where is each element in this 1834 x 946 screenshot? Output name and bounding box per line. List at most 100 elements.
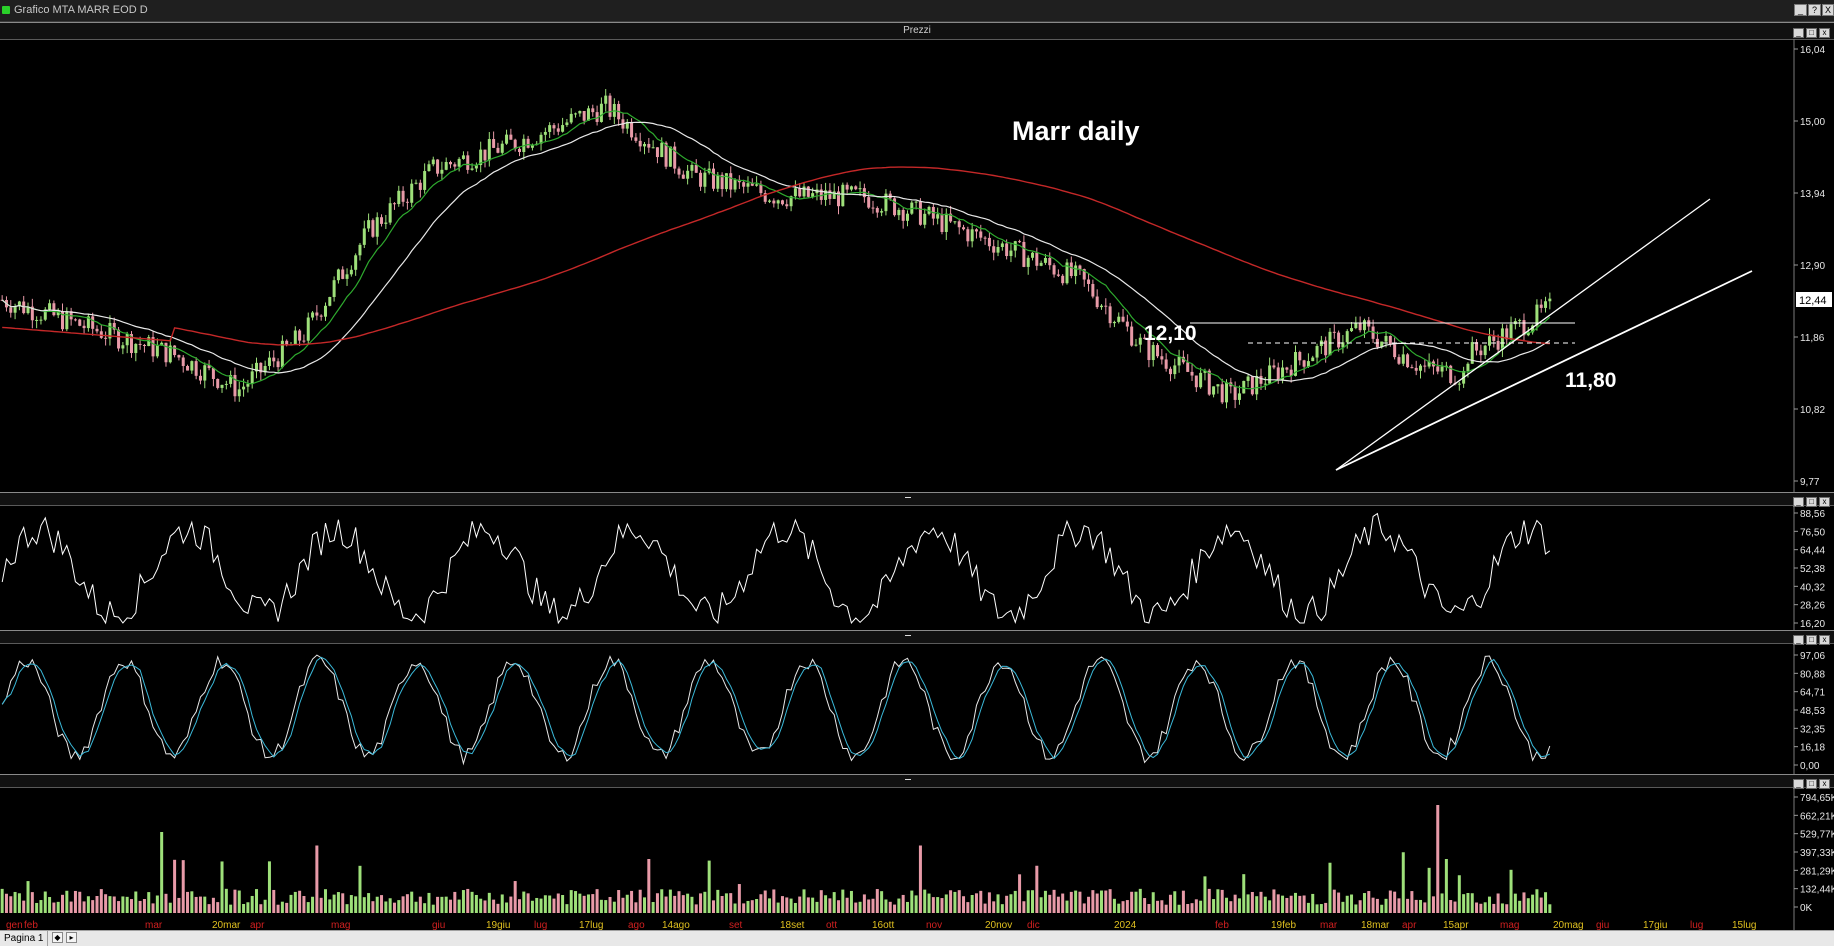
y-tick-label: 662,21K	[1800, 811, 1834, 822]
volume-bar	[1177, 904, 1181, 913]
close-button[interactable]: X	[1822, 4, 1834, 16]
volume-bar	[1207, 888, 1211, 913]
x-axis-label: 19feb	[1271, 920, 1296, 931]
price-pane: Prezzi _ □ x 16,04 15,00 13,94 12,90 11,86 10,8…	[0, 22, 1834, 493]
candle-body	[539, 134, 543, 144]
pane-close-button[interactable]: x	[1819, 635, 1830, 645]
volume-bar	[703, 891, 707, 913]
volume-bar	[82, 901, 86, 913]
volume-bar	[332, 894, 336, 913]
pane-title: Prezzi	[903, 25, 931, 36]
volume-bar	[1414, 899, 1418, 913]
rsi-line	[1, 512, 1551, 625]
volume-bar	[1112, 898, 1116, 913]
candle-body	[250, 371, 254, 385]
x-axis-label: feb	[24, 920, 38, 931]
volume-bar	[1069, 891, 1073, 913]
pane-maximize-button[interactable]: □	[1806, 497, 1817, 507]
volume-bar	[242, 903, 246, 913]
pane-close-button[interactable]: x	[1819, 779, 1830, 789]
candle-body	[95, 328, 99, 332]
pane-minimize-button[interactable]: _	[1793, 28, 1804, 38]
x-axis-label: 15lug	[1732, 920, 1756, 931]
volume-bar	[492, 899, 496, 913]
candle-body	[138, 343, 142, 345]
candle-body	[1293, 352, 1297, 376]
pane-controls: _ □ x	[1791, 776, 1830, 791]
candle-body	[1186, 362, 1190, 372]
volume-bar	[1362, 893, 1366, 913]
pane-minimize-button[interactable]: _	[1793, 779, 1804, 789]
volume-bar	[220, 861, 224, 913]
x-axis-label: giu	[1596, 920, 1609, 931]
candle-body	[479, 149, 483, 166]
help-button[interactable]: ?	[1808, 4, 1821, 16]
volume-bar	[1099, 890, 1103, 913]
candle-body	[1298, 352, 1302, 361]
stoch-d-line	[1, 656, 1551, 760]
x-axis-label: 19giu	[486, 920, 510, 931]
candle-body	[1022, 241, 1026, 267]
candle-body	[1535, 304, 1539, 326]
y-tick-label: 64,71	[1800, 688, 1825, 699]
candle-body	[1082, 269, 1086, 280]
candle-body	[983, 237, 987, 239]
x-axis-label: 17giu	[1643, 920, 1667, 931]
pane-minimize-button[interactable]: _	[1793, 635, 1804, 645]
volume-bar	[638, 889, 642, 913]
candle-body	[1354, 323, 1358, 329]
x-axis-label: 17lug	[579, 920, 603, 931]
volume-bar	[1526, 898, 1530, 913]
volume-bar	[138, 900, 142, 913]
price-chart[interactable]: 16,04 15,00 13,94 12,90 11,86 10,82 9,77 Marr …	[0, 23, 1834, 493]
stochastic-chart[interactable]: 97,06 80,88 64,71 48,53 32,35 16,18 0,00	[0, 631, 1834, 775]
rsi-chart[interactable]: 88,56 76,50 64,44 52,38 40,32 28,26 16,20	[0, 493, 1834, 631]
candle-body	[203, 365, 207, 381]
volume-bar	[729, 893, 733, 913]
volume-bar	[151, 903, 155, 913]
page-tab-icon[interactable]: ◆	[52, 932, 63, 943]
volume-bar	[772, 889, 776, 913]
volume-chart[interactable]: 794,65K 662,21K 529,77K 397,33K 281,29K 132,4…	[0, 775, 1834, 931]
x-axis-label: feb	[1215, 920, 1229, 931]
volume-bar	[358, 865, 362, 913]
volume-bar	[936, 897, 940, 913]
y-tick-label: 12,90	[1800, 261, 1825, 272]
volume-bar	[1298, 895, 1302, 913]
minimize-button[interactable]: _	[1794, 4, 1807, 16]
candle-body	[220, 384, 224, 388]
pane-close-button[interactable]: x	[1819, 28, 1830, 38]
volume-bar	[384, 901, 388, 913]
pane-close-button[interactable]: x	[1819, 497, 1830, 507]
page-nav-icon[interactable]: ▸	[66, 932, 77, 943]
pane-maximize-button[interactable]: □	[1806, 635, 1817, 645]
candle-body	[1147, 338, 1151, 361]
volume-bar	[194, 896, 198, 913]
candle-body	[1000, 243, 1004, 248]
pane-splitter[interactable]	[905, 497, 911, 498]
volume-bar	[927, 893, 931, 913]
volume-bar	[1212, 899, 1216, 913]
pane-maximize-button[interactable]: □	[1806, 779, 1817, 789]
candle-body	[52, 303, 56, 316]
volume-bar	[1328, 862, 1332, 913]
candle-body	[1427, 361, 1431, 367]
volume-bar	[668, 889, 672, 913]
pane-maximize-button[interactable]: □	[1806, 28, 1817, 38]
volume-bar	[233, 889, 237, 913]
pane-splitter[interactable]	[905, 635, 911, 636]
candle-body	[1272, 365, 1276, 368]
volume-bar	[522, 891, 526, 913]
volume-bar	[905, 901, 909, 913]
candle-body	[65, 311, 69, 330]
volume-bar	[914, 895, 918, 913]
candle-body	[1065, 262, 1069, 284]
volume-bar	[996, 894, 1000, 913]
page-tab[interactable]: Pagina 1	[0, 931, 49, 946]
pane-minimize-button[interactable]: _	[1793, 497, 1804, 507]
volume-bar	[1371, 897, 1375, 913]
candle-body	[746, 183, 750, 187]
volume-bar	[539, 898, 543, 913]
volume-bar	[125, 896, 129, 913]
pane-splitter[interactable]	[905, 779, 911, 780]
